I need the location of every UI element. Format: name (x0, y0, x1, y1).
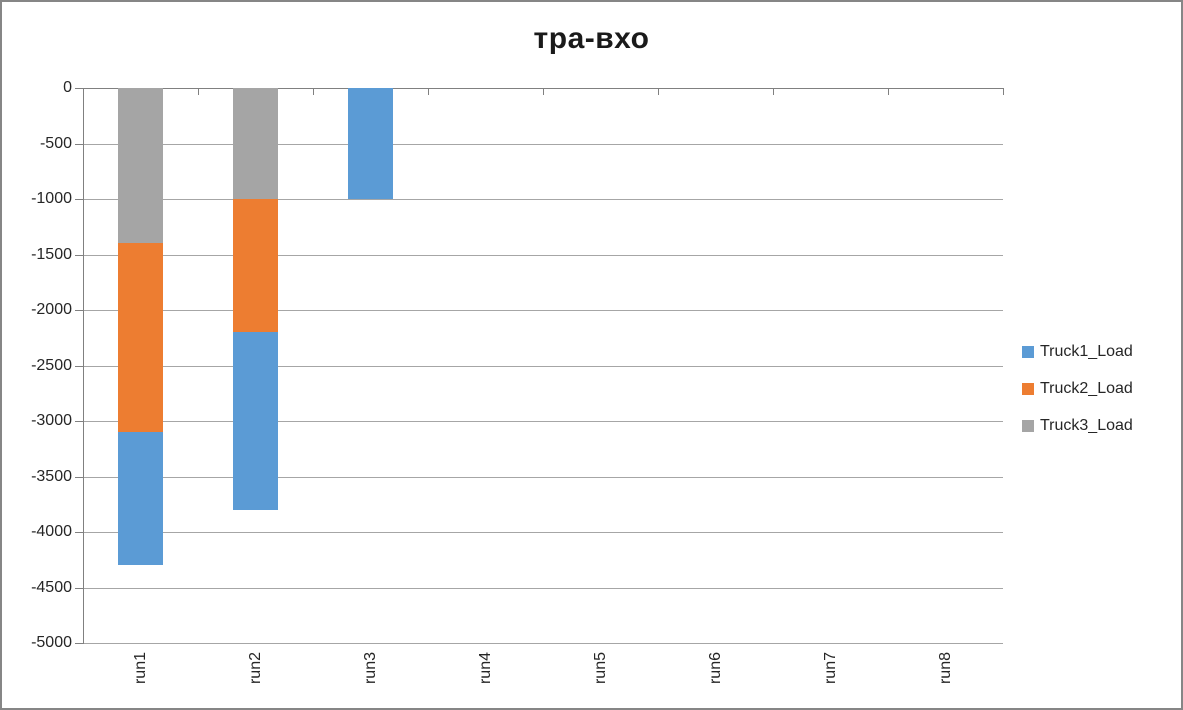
x-axis-category-label: run7 (821, 652, 839, 685)
y-axis-tick (75, 143, 83, 145)
x-axis-tick (773, 88, 774, 95)
gridline (83, 199, 1003, 200)
legend-label: Truck2_Load (1040, 379, 1133, 397)
y-axis-tick-label: 0 (63, 79, 72, 96)
x-axis-tick (428, 88, 429, 95)
legend-item-truck1_load[interactable]: Truck1_Load (1022, 333, 1133, 370)
x-axis-tick (198, 88, 199, 95)
gridline (83, 643, 1003, 644)
y-axis-tick-label: -5000 (31, 634, 72, 651)
gridline (83, 310, 1003, 311)
x-axis-category-label: run5 (591, 652, 609, 685)
y-axis-tick-label: -3000 (31, 412, 72, 429)
x-axis-category-label: run8 (936, 652, 954, 685)
x-axis-category-label: run4 (476, 652, 494, 685)
legend-swatch-icon (1022, 382, 1034, 395)
bar-segment-Truck2_Load-run1[interactable] (118, 243, 163, 433)
x-axis-tick (83, 88, 84, 95)
x-axis-tick (313, 88, 314, 95)
legend-item-truck3_load[interactable]: Truck3_Load (1022, 407, 1133, 444)
gridline (83, 143, 1003, 145)
gridline (83, 254, 1003, 256)
bar-segment-Truck3_Load-run1[interactable] (118, 88, 163, 244)
y-axis-tick (75, 365, 83, 367)
legend-swatch-icon (1022, 419, 1034, 432)
y-axis-tick (75, 476, 83, 478)
gridline (83, 476, 1003, 478)
y-axis-tick-label: -500 (39, 134, 72, 152)
x-axis-category-label: run3 (361, 652, 379, 685)
y-axis-tick-label: -2000 (31, 301, 72, 318)
x-axis-tick (543, 88, 544, 95)
x-axis-tick (658, 88, 659, 95)
gridline (83, 365, 1003, 367)
y-axis-tick (75, 199, 83, 200)
y-axis-tick-label: -1000 (31, 190, 72, 207)
y-axis-line (83, 88, 84, 644)
y-axis-tick (75, 421, 83, 422)
y-axis-tick (75, 532, 83, 533)
legend-label: Truck1_Load (1040, 342, 1133, 360)
y-axis-tick (75, 254, 83, 256)
y-axis-tick-label: -3500 (31, 467, 72, 485)
bar-segment-Truck1_Load-run1[interactable] (118, 432, 163, 566)
x-axis-tick (1003, 88, 1004, 95)
y-axis-tick-label: -4500 (31, 578, 72, 596)
legend-item-truck2_load[interactable]: Truck2_Load (1022, 370, 1133, 407)
y-axis-tick (75, 88, 83, 89)
y-axis-tick-label: -2500 (31, 356, 72, 374)
legend-swatch-icon (1022, 345, 1034, 358)
bar-segment-Truck3_Load-run2[interactable] (233, 88, 278, 199)
bar-segment-Truck1_Load-run3[interactable] (348, 88, 393, 199)
bar-segment-Truck2_Load-run2[interactable] (233, 199, 278, 333)
x-axis-category-label: run1 (131, 652, 149, 685)
x-axis-category-label: run6 (706, 652, 724, 685)
gridline (83, 587, 1003, 589)
bar-segment-Truck1_Load-run2[interactable] (233, 332, 278, 510)
y-axis-tick (75, 310, 83, 311)
y-axis-tick (75, 587, 83, 589)
chart-title: тра-вхо (533, 22, 650, 55)
x-axis-tick (888, 88, 889, 95)
x-axis-category-label: run2 (246, 652, 264, 685)
legend: Truck1_Load Truck2_Load Truck3_Load (1022, 333, 1133, 444)
y-axis-tick-label: -4000 (31, 523, 72, 540)
legend-label: Truck3_Load (1040, 416, 1133, 434)
y-axis-tick-label: -1500 (31, 245, 72, 263)
gridline (83, 421, 1003, 422)
y-axis-tick (75, 643, 83, 644)
gridline (83, 532, 1003, 533)
